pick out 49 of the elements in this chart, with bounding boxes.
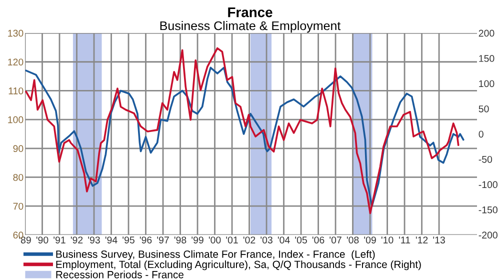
y2-tick-label: 150 [479, 55, 494, 62]
y-tick-label: 80 [13, 174, 24, 181]
y-tick-label: 90 [13, 145, 24, 152]
x-tick-label: '11 [399, 236, 410, 244]
y2-tick-label: 0 [478, 130, 484, 138]
legend-label: Recession Periods - France [56, 270, 184, 278]
x-tick-label: '12 [416, 236, 428, 244]
x-tick-label: '00 [208, 236, 221, 244]
y-tick-label: 70 [13, 202, 24, 210]
chart-title: France [228, 8, 272, 18]
x-tick-label: '06 [312, 236, 324, 244]
x-tick-label: '97 [157, 236, 169, 244]
y2-tick-label: -200 [478, 232, 498, 239]
y-tick-label: 130 [8, 30, 24, 37]
legend-label: Business Survey, Business Climate For France, Index - France (Left) [56, 250, 375, 260]
x-tick-label: '93 [88, 236, 100, 244]
line-series [25, 66, 464, 207]
x-tick-label: '92 [70, 236, 83, 244]
x-tick-label: '96 [140, 236, 152, 244]
x-tick-label: '94 [105, 236, 118, 244]
x-tick-label: '89 [19, 236, 31, 244]
y-tick-label: 110 [8, 87, 24, 94]
x-tick-label: '03 [260, 236, 272, 244]
line-series [25, 47, 460, 214]
y-tick-label: 60 [13, 232, 24, 239]
legend-label: Employment, Total (Excluding Agriculture), Sa, Q/Q Thousands - France (Right) [56, 260, 421, 270]
x-tick-label: '09 [364, 236, 376, 244]
y2-tick-label: 200 [478, 30, 494, 37]
y2-tick-label: -150 [478, 206, 498, 214]
y2-tick-label: -50 [478, 156, 492, 163]
x-tick-label: '04 [278, 236, 290, 244]
x-tick-label: '99 [192, 236, 204, 244]
x-tick-label: '10 [381, 236, 394, 244]
x-tick-label: '95 [122, 236, 134, 244]
y2-tick-label: -100 [478, 181, 498, 188]
x-tick-label: '08 [346, 236, 359, 244]
chart-subtitle: Business Climate & Employment [160, 21, 341, 33]
y2-tick-label: 50 [478, 105, 489, 112]
y-tick-label: 120 [8, 58, 24, 66]
x-tick-label: '01 [226, 236, 238, 244]
x-tick-label: '07 [330, 236, 342, 244]
x-tick-label: '90 [36, 236, 48, 244]
x-tick-label: '13 [433, 236, 445, 244]
x-tick-label: '02 [243, 236, 256, 244]
x-tick-label: '98 [174, 236, 186, 244]
x-tick-label: '05 [295, 236, 307, 244]
x-tick-label: '91 [54, 236, 66, 244]
y2-tick-label: 100 [479, 80, 494, 88]
y-tick-label: 100 [8, 116, 24, 124]
